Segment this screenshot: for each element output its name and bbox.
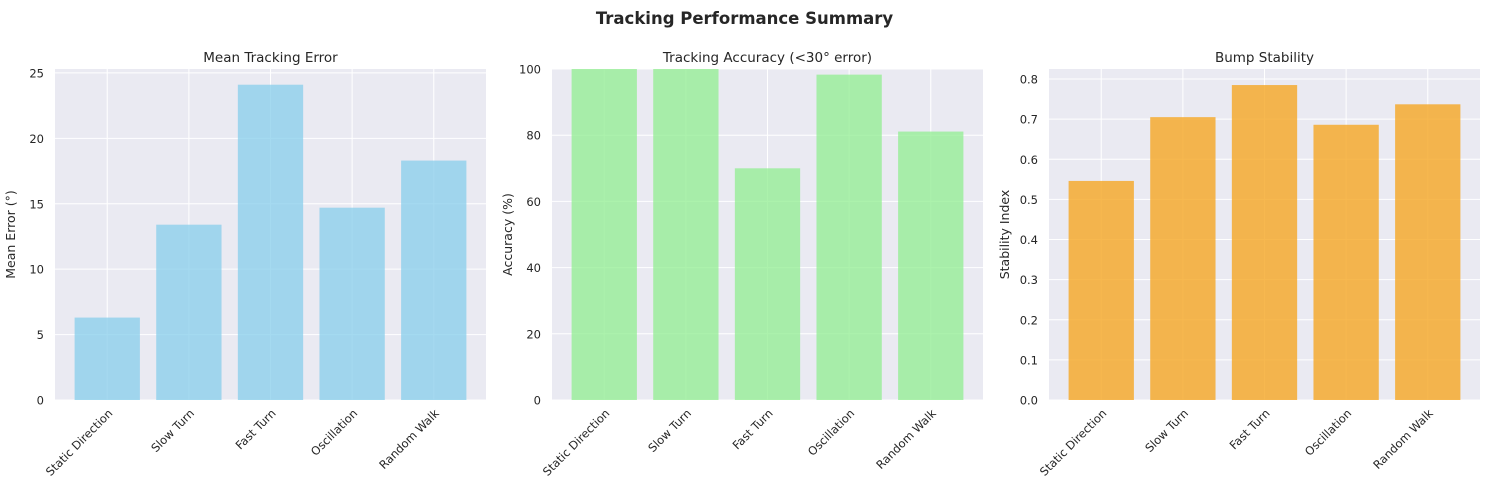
y-tick-label: 20: [29, 132, 44, 146]
y-axis-label: Mean Error (°): [3, 190, 18, 278]
y-tick-label: 0.0: [1020, 394, 1038, 408]
bar: [1150, 117, 1216, 401]
bar: [734, 168, 801, 400]
y-tick-label: 0.5: [1020, 193, 1038, 207]
y-tick-label: 0.8: [1020, 73, 1038, 87]
bar: [898, 131, 964, 400]
y-axis-label: Accuracy (%): [500, 193, 515, 276]
y-tick-label: 60: [526, 195, 541, 209]
y-tick-label: 0: [37, 394, 44, 408]
bar: [571, 69, 637, 400]
y-tick-label: 0.4: [1020, 233, 1038, 247]
y-axis-label: Stability Index: [997, 190, 1012, 280]
y-tick-label: 0.1: [1020, 353, 1038, 367]
y-tick-label: 10: [29, 263, 44, 277]
bar: [1395, 104, 1461, 400]
y-tick-label: 0.3: [1020, 273, 1038, 287]
y-tick-label: 0.7: [1020, 113, 1038, 127]
bar: [74, 317, 140, 400]
bar: [1068, 180, 1134, 400]
y-tick-label: 80: [526, 129, 541, 143]
chart-title: Tracking Accuracy (<30° error): [662, 50, 872, 66]
bar: [1231, 85, 1298, 400]
y-tick-label: 20: [526, 327, 541, 341]
bar: [1313, 124, 1379, 400]
bar: [237, 84, 304, 400]
y-tick-label: 5: [37, 328, 44, 342]
chart-title: Mean Tracking Error: [203, 50, 338, 66]
y-tick-label: 0.6: [1020, 153, 1038, 167]
bar: [653, 69, 719, 400]
y-tick-label: 25: [29, 66, 44, 80]
y-tick-label: 100: [519, 63, 541, 77]
bar: [816, 74, 882, 400]
y-tick-label: 0.2: [1020, 313, 1038, 327]
y-tick-label: 40: [526, 261, 541, 275]
y-tick-label: 15: [29, 197, 44, 211]
bar: [401, 160, 467, 400]
y-tick-label: 0: [534, 394, 541, 408]
bar: [319, 207, 385, 400]
chart-title: Bump Stability: [1215, 50, 1314, 66]
figure-suptitle: Tracking Performance Summary: [596, 9, 894, 28]
bar: [156, 224, 222, 400]
